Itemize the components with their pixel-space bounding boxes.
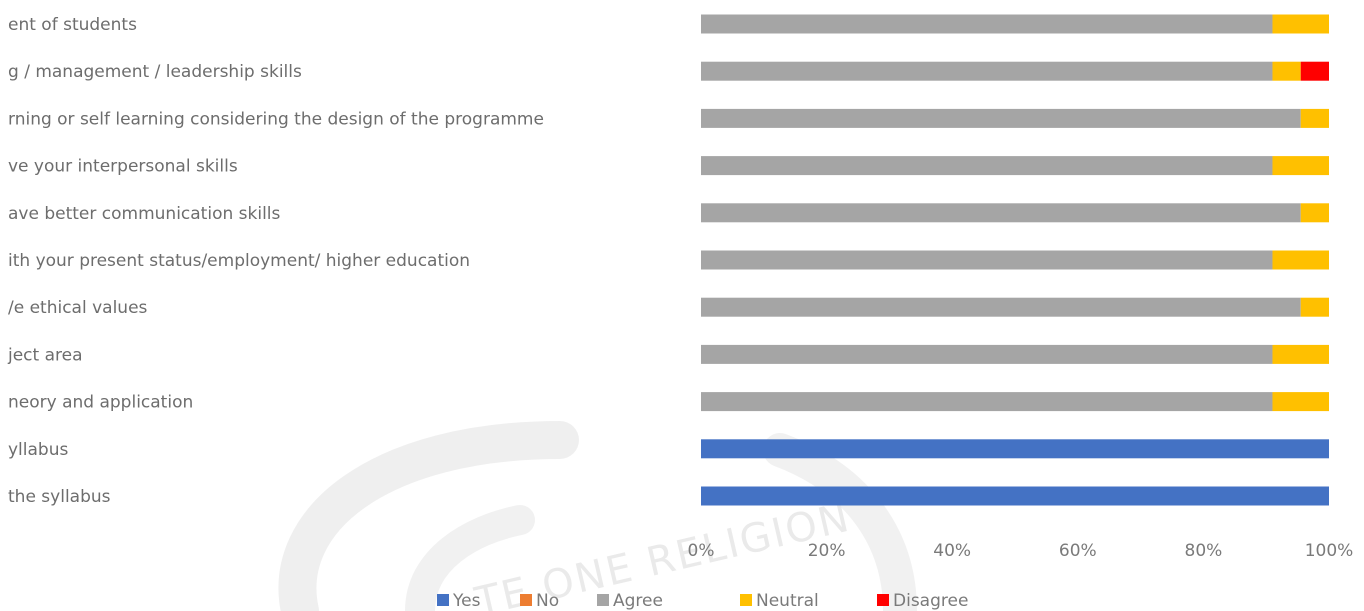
- bar-neutral: [1272, 344, 1329, 364]
- category-label: yllabus: [8, 440, 68, 460]
- category-label: /e ethical values: [8, 298, 148, 318]
- x-axis-ticks: 0% 20% 40% 60% 80% 100%: [688, 541, 1354, 561]
- category-label: ject area: [7, 345, 83, 365]
- bar-neutral: [1300, 203, 1329, 223]
- category-label: rning or self learning considering the d…: [8, 109, 544, 129]
- bar-agree: [701, 14, 1273, 34]
- legend-label-neutral: Neutral: [756, 591, 819, 611]
- bar-yes: [701, 439, 1329, 459]
- category-label: the syllabus: [8, 487, 111, 507]
- category-label: ave better communication skills: [8, 204, 281, 224]
- bar-neutral: [1300, 297, 1329, 317]
- category-label: ith your present status/employment/ high…: [8, 251, 470, 271]
- bar-neutral: [1272, 156, 1329, 176]
- legend-label-agree: Agree: [613, 591, 663, 611]
- category-labels: ent of students g / management / leadersh…: [7, 15, 544, 507]
- legend: Yes No Agree Neutral Disagree: [437, 591, 968, 611]
- watermark-arc-right: [763, 433, 917, 611]
- legend-swatch-no: [520, 594, 532, 606]
- bar-neutral: [1272, 61, 1301, 81]
- x-tick-label: 80%: [1185, 541, 1223, 561]
- category-label: ve your interpersonal skills: [8, 157, 238, 177]
- legend-label-yes: Yes: [452, 591, 481, 611]
- bar-agree: [701, 61, 1273, 81]
- x-tick-label: 0%: [688, 541, 715, 561]
- legend-swatch-agree: [597, 594, 609, 606]
- category-label: ent of students: [8, 15, 137, 35]
- legend-swatch-yes: [437, 594, 449, 606]
- bars: [701, 14, 1329, 506]
- legend-label-disagree: Disagree: [893, 591, 968, 611]
- watermark-arc-left: [278, 421, 579, 611]
- bar-yes: [701, 486, 1329, 506]
- category-label: neory and application: [8, 393, 193, 413]
- bar-agree: [701, 297, 1301, 317]
- bar-disagree: [1300, 61, 1329, 81]
- bar-neutral: [1272, 250, 1329, 270]
- legend-swatch-disagree: [877, 594, 889, 606]
- bar-neutral: [1272, 14, 1329, 34]
- bar-agree: [701, 344, 1273, 364]
- bar-agree: [701, 156, 1273, 176]
- bar-agree: [701, 392, 1273, 412]
- bar-agree: [701, 203, 1301, 223]
- bar-neutral: [1300, 108, 1329, 128]
- bar-agree: [701, 108, 1301, 128]
- x-tick-label: 60%: [1059, 541, 1097, 561]
- x-tick-label: 20%: [808, 541, 846, 561]
- x-tick-label: 100%: [1305, 541, 1354, 561]
- category-label: g / management / leadership skills: [8, 62, 302, 82]
- bar-agree: [701, 250, 1273, 270]
- legend-label-no: No: [536, 591, 559, 611]
- watermark: TE ONE RELIGION: [278, 421, 917, 611]
- legend-swatch-neutral: [740, 594, 752, 606]
- watermark-arc-mid: [405, 505, 535, 611]
- x-tick-label: 40%: [933, 541, 971, 561]
- bar-neutral: [1272, 392, 1329, 412]
